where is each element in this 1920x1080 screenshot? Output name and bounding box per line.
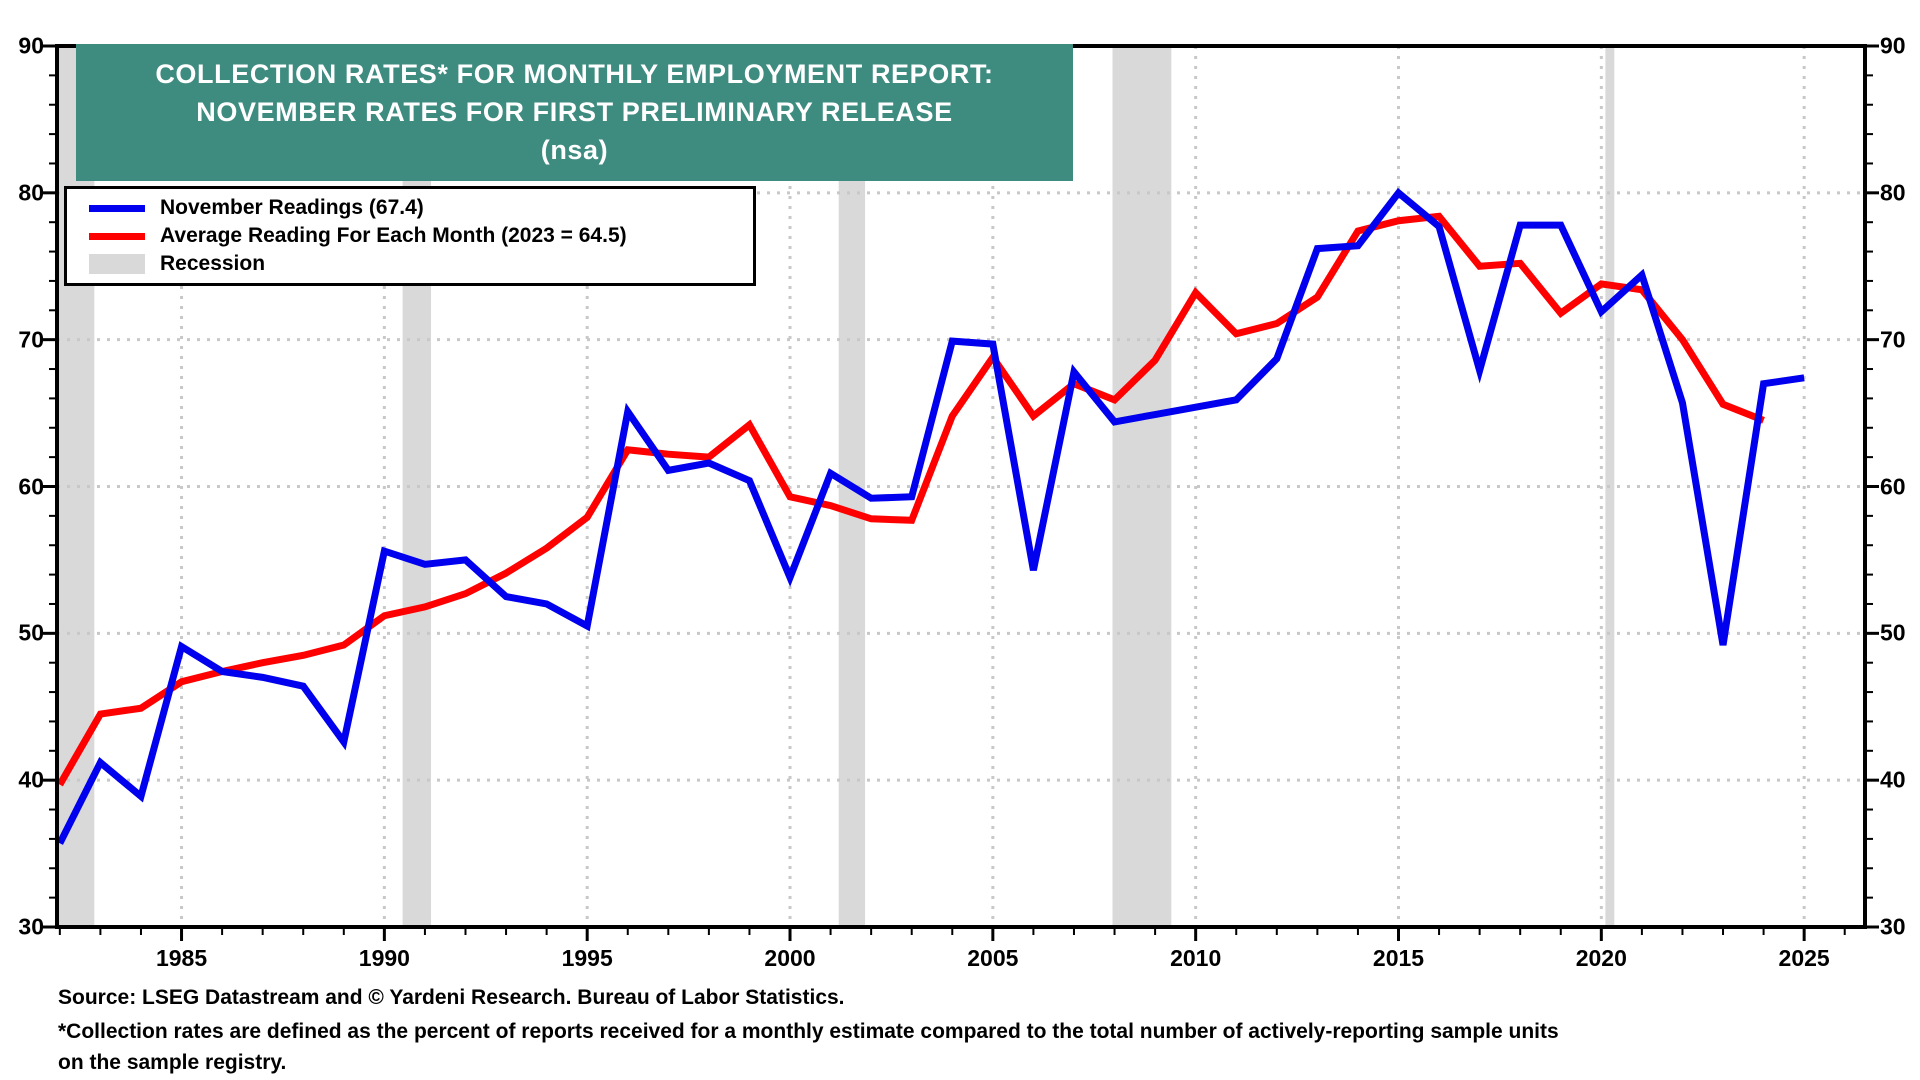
x-axis-label: 2000	[764, 945, 816, 971]
y-axis-label-right: 40	[1880, 766, 1906, 793]
chart-title-line-3: (nsa)	[540, 135, 609, 165]
y-axis-label-right: 30	[1880, 913, 1906, 940]
legend-label-average: Average Reading For Each Month (2023 = 6…	[160, 224, 627, 247]
legend-label-november: November Readings (67.4)	[160, 196, 424, 219]
chart-title-box: COLLECTION RATES* FOR MONTHLY EMPLOYMENT…	[76, 44, 1073, 181]
y-axis-label-right: 60	[1880, 473, 1906, 499]
y-axis-label-right: 80	[1880, 179, 1906, 206]
y-axis-label-right: 50	[1880, 619, 1906, 646]
legend-item-recession: Recession	[67, 252, 753, 276]
footer-source: Source: LSEG Datastream and © Yardeni Re…	[58, 986, 845, 1009]
footer-note-2: on the sample registry.	[58, 1051, 287, 1074]
series-november-readings	[56, 187, 1805, 845]
legend-swatch-november-line	[89, 204, 145, 212]
y-axis-label-left: 50	[18, 619, 44, 646]
legend: November Readings (67.4) Average Reading…	[64, 186, 756, 286]
chart-title-line-1: COLLECTION RATES* FOR MONTHLY EMPLOYMENT…	[155, 59, 994, 89]
footer-note-1: *Collection rates are defined as the per…	[58, 1020, 1559, 1043]
x-axis-label: 1995	[561, 945, 613, 971]
recession-band	[1112, 46, 1172, 927]
legend-label-recession: Recession	[160, 252, 266, 275]
x-axis-label: 1985	[155, 945, 208, 971]
y-axis-label-left: 80	[18, 179, 44, 206]
y-axis-label-left: 60	[18, 473, 44, 499]
legend-swatch-recession-box	[89, 254, 145, 274]
y-axis-label-left: 40	[18, 766, 44, 793]
x-axis-label: 2025	[1778, 945, 1830, 971]
y-axis-label-right: 90	[1880, 32, 1906, 59]
x-axis-label: 2015	[1372, 945, 1425, 971]
legend-item-average: Average Reading For Each Month (2023 = 6…	[67, 224, 753, 248]
x-axis-label: 2020	[1575, 945, 1627, 971]
x-axis-label: 2005	[967, 945, 1019, 971]
legend-item-november: November Readings (67.4)	[67, 196, 753, 220]
y-axis-label-left: 90	[18, 32, 44, 59]
chart-title-line-2: NOVEMBER RATES FOR FIRST PRELIMINARY REL…	[196, 97, 953, 127]
x-axis-label: 2010	[1170, 945, 1222, 971]
y-axis-label-left: 30	[18, 913, 44, 940]
x-axis-label: 1990	[358, 945, 410, 971]
y-axis-label-left: 70	[18, 326, 44, 353]
legend-swatch-average-line	[89, 232, 145, 240]
y-axis-label-right: 70	[1880, 326, 1906, 353]
series-average-reading	[56, 212, 1765, 787]
